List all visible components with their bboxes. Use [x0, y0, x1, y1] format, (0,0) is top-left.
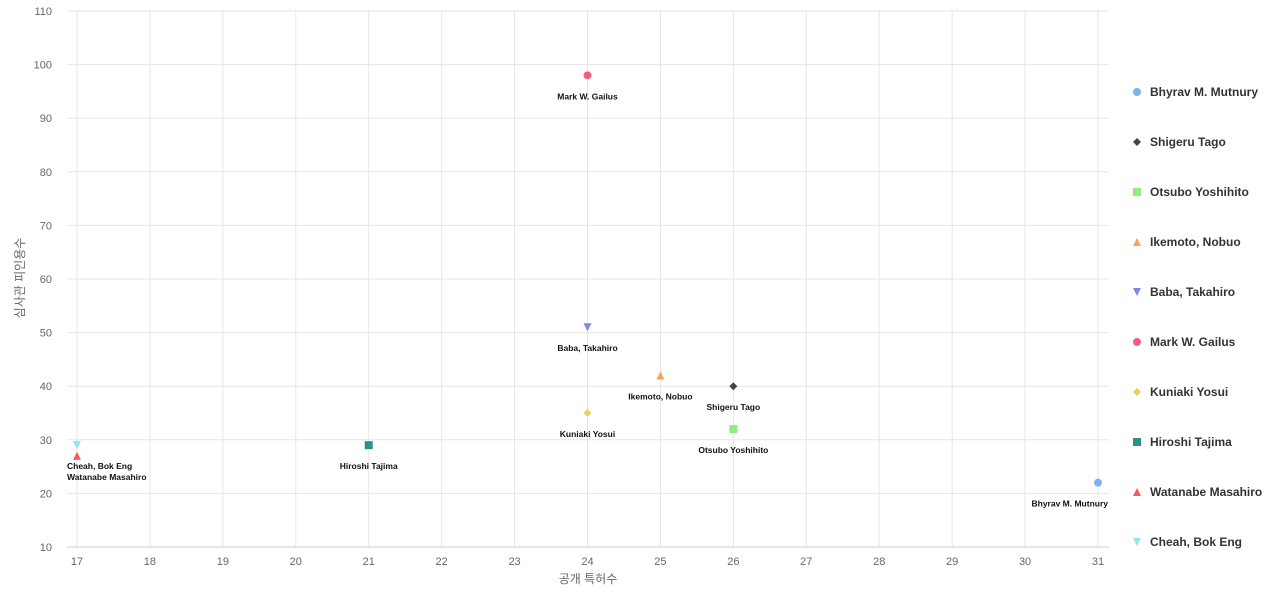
- legend: Bhyrav M. Mutnury Shigeru Tago Otsubo Yosh…: [1133, 85, 1262, 549]
- x-tick-label: 22: [436, 556, 448, 568]
- legend-symbol: [1133, 288, 1141, 296]
- y-axis-title: 심사관 피인용수: [13, 238, 27, 319]
- y-tick-label: 10: [40, 542, 52, 554]
- x-tick-label: 25: [654, 556, 666, 568]
- data-point: [73, 441, 81, 450]
- legend-symbol: [1133, 188, 1141, 196]
- data-point: [364, 441, 373, 450]
- x-tick-label: 29: [946, 556, 958, 568]
- legend-label: Kuniaki Yosui: [1150, 385, 1228, 399]
- legend-symbol: [1133, 138, 1141, 146]
- data-label: Cheah, Bok Eng: [67, 461, 132, 471]
- y-tick-label: 60: [40, 274, 52, 286]
- data-point: [656, 371, 665, 380]
- x-tick-label: 23: [508, 556, 520, 568]
- data-label: Baba, Takahiro: [557, 343, 617, 353]
- x-tick-label: 21: [363, 556, 375, 568]
- data-label: Mark W. Gailus: [557, 91, 618, 101]
- x-tick-label: 20: [290, 556, 302, 568]
- y-tick-label: 110: [34, 6, 52, 18]
- legend-symbol: [1133, 338, 1141, 346]
- data-point: [1094, 478, 1102, 487]
- legend-label: Hiroshi Tajima: [1150, 435, 1232, 449]
- data-point: [729, 382, 738, 391]
- legend-item[interactable]: Mark W. Gailus: [1133, 335, 1236, 349]
- x-axis-title: 공개 특허수: [559, 572, 618, 586]
- legend-label: Shigeru Tago: [1150, 135, 1226, 149]
- data-point: [583, 323, 592, 332]
- legend-label: Bhyrav M. Mutnury: [1150, 85, 1258, 99]
- x-tick-label: 18: [144, 556, 156, 568]
- legend-item[interactable]: Shigeru Tago: [1133, 135, 1226, 149]
- data-label: Kuniaki Yosui: [560, 429, 615, 439]
- legend-item[interactable]: Kuniaki Yosui: [1133, 385, 1228, 399]
- data-points: [73, 71, 1102, 487]
- data-label: Hiroshi Tajima: [340, 461, 398, 471]
- grid-lines: [67, 10, 1109, 547]
- y-tick-label: 50: [40, 328, 52, 340]
- legend-symbol: [1133, 388, 1141, 396]
- legend-symbol: [1133, 538, 1141, 546]
- legend-label: Watanabe Masahiro: [1150, 485, 1262, 499]
- y-tick-label: 20: [40, 488, 52, 500]
- legend-symbol: [1133, 88, 1141, 96]
- x-tick-label: 17: [71, 556, 83, 568]
- data-point: [729, 425, 738, 434]
- data-label: Shigeru Tago: [707, 402, 761, 412]
- y-tick-label: 80: [40, 167, 52, 179]
- y-tick-label: 90: [40, 113, 52, 125]
- legend-item[interactable]: Watanabe Masahiro: [1133, 485, 1262, 499]
- x-tick-label: 28: [873, 556, 885, 568]
- data-point: [583, 71, 592, 80]
- legend-item[interactable]: Cheah, Bok Eng: [1133, 535, 1242, 549]
- data-label: Otsubo Yoshihito: [698, 445, 768, 455]
- legend-label: Baba, Takahiro: [1150, 285, 1235, 299]
- legend-label: Cheah, Bok Eng: [1150, 535, 1242, 549]
- data-label: Bhyrav M. Mutnury: [1031, 499, 1108, 509]
- data-point: [583, 409, 592, 417]
- legend-item[interactable]: Otsubo Yoshihito: [1133, 185, 1249, 199]
- legend-item[interactable]: Baba, Takahiro: [1133, 285, 1235, 299]
- legend-label: Mark W. Gailus: [1150, 335, 1236, 349]
- y-tick-label: 30: [40, 435, 52, 447]
- y-tick-label: 40: [40, 381, 52, 393]
- legend-symbol: [1133, 238, 1141, 246]
- x-tick-label: 19: [217, 556, 229, 568]
- legend-item[interactable]: Hiroshi Tajima: [1133, 435, 1232, 449]
- x-tick-label: 24: [581, 556, 593, 568]
- x-tick-label: 30: [1019, 556, 1031, 568]
- x-tick-label: 31: [1092, 556, 1104, 568]
- data-labels: Bhyrav M. Mutnury Shigeru Tago Otsubo Yosh…: [67, 91, 1108, 508]
- legend-item[interactable]: Bhyrav M. Mutnury: [1133, 85, 1258, 99]
- legend-label: Otsubo Yoshihito: [1150, 185, 1249, 199]
- legend-item[interactable]: Ikemoto, Nobuo: [1133, 235, 1241, 249]
- y-tick-label: 70: [40, 220, 52, 232]
- data-label: Ikemoto, Nobuo: [628, 391, 692, 401]
- data-point: [73, 451, 81, 460]
- legend-symbol: [1133, 438, 1141, 446]
- x-tick-label: 27: [800, 556, 812, 568]
- tick-labels: 10 20 30 40 50 60 70 80 90 100 110 17 18 19 20 21 22 23 24…: [34, 6, 1104, 568]
- legend-symbol: [1133, 488, 1141, 496]
- data-label: Watanabe Masahiro: [67, 472, 147, 482]
- x-tick-label: 26: [727, 556, 739, 568]
- legend-label: Ikemoto, Nobuo: [1150, 235, 1241, 249]
- y-tick-label: 100: [34, 60, 52, 72]
